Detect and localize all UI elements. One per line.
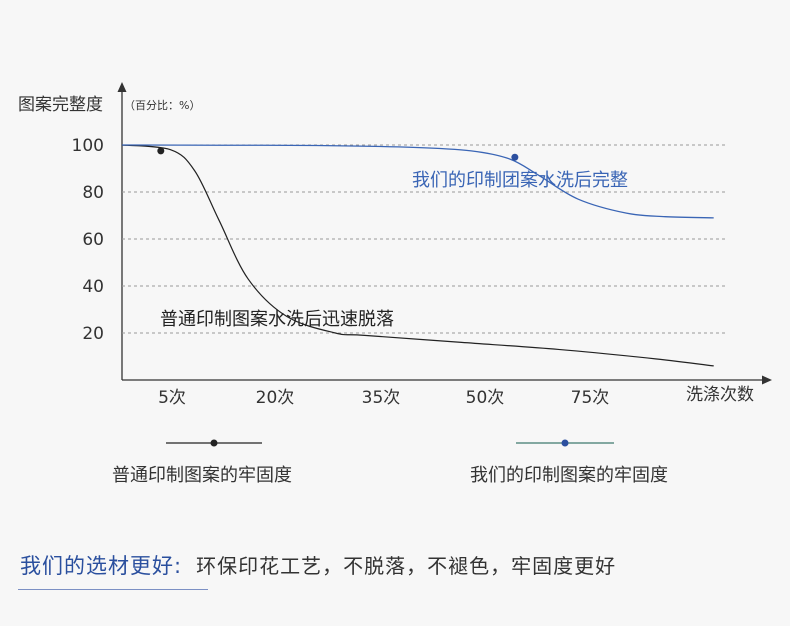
x-tick-label: 35次 bbox=[362, 388, 401, 408]
annotation-ours: 我们的印制团案水洗后完整 bbox=[412, 170, 628, 191]
legend-label-ours: 我们的印制图案的牢固度 bbox=[470, 465, 668, 486]
x-axis-label: 洗涤次数 bbox=[686, 385, 754, 405]
y-tick-label: 100 bbox=[72, 136, 104, 156]
x-tick-label: 5次 bbox=[158, 388, 186, 408]
y-axis-arrow bbox=[117, 82, 127, 92]
series-ours-line bbox=[121, 144, 714, 219]
x-tick-label: 50次 bbox=[466, 388, 505, 408]
y-tick-label: 40 bbox=[82, 277, 104, 297]
legend-marker-normal bbox=[210, 439, 218, 447]
footer: 我们的选材更好: 环保印花工艺，不脱落，不褪色，牢固度更好 bbox=[20, 550, 616, 580]
x-tick-label: 20次 bbox=[256, 388, 295, 408]
footer-title: 我们的选材更好: bbox=[20, 554, 183, 578]
series-ours-marker bbox=[511, 153, 519, 161]
y-axis-label: 图案完整度 bbox=[18, 95, 103, 115]
legend-label-normal: 普通印制图案的牢固度 bbox=[112, 465, 292, 486]
footer-underline bbox=[18, 589, 208, 590]
y-axis-unit: （百分比：%） bbox=[124, 99, 200, 112]
annotation-normal: 普通印制图案水洗后迅速脱落 bbox=[160, 309, 394, 330]
y-tick-label: 60 bbox=[82, 230, 104, 250]
legend-marker-ours bbox=[561, 439, 569, 447]
x-axis-arrow bbox=[762, 375, 772, 385]
series-normal-marker bbox=[157, 147, 165, 155]
y-tick-label: 80 bbox=[82, 183, 104, 203]
series-normal-line bbox=[121, 144, 714, 367]
x-tick-label: 75次 bbox=[571, 388, 610, 408]
line-chart: 图案完整度 （百分比：%） 洗涤次数 20 40 60 80 100 5次 20次 35次 5… bbox=[18, 82, 772, 447]
footer-text: 环保印花工艺，不脱落，不褪色，牢固度更好 bbox=[196, 554, 617, 578]
y-tick-label: 20 bbox=[82, 324, 104, 344]
